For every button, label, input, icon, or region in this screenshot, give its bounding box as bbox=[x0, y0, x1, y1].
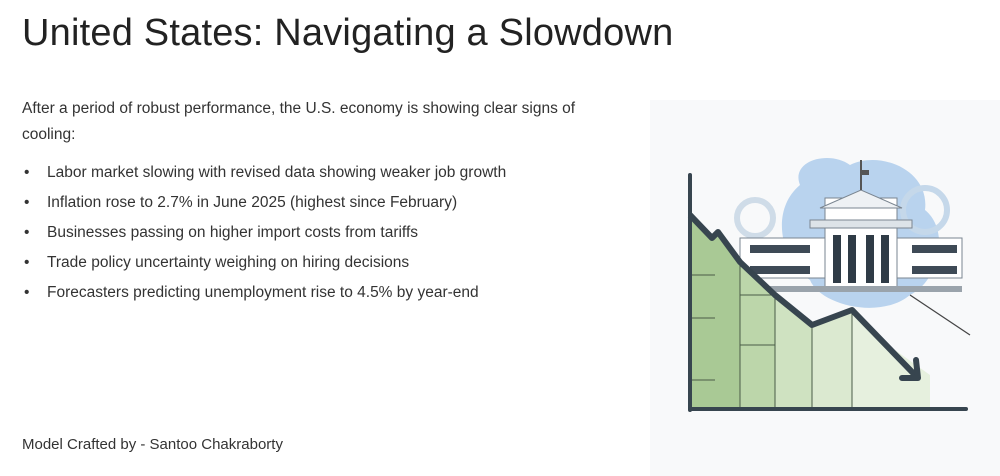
bullet: Businesses passing on higher import cost… bbox=[22, 218, 506, 248]
footer: Model Crafted by - Santoo Chakraborty bbox=[22, 436, 283, 453]
bullet: Trade policy uncertainty weighing on hir… bbox=[22, 248, 506, 278]
building bbox=[739, 160, 971, 336]
bullet-list: Labor market slowing with revised data s… bbox=[22, 158, 506, 308]
bullet: Forecasters predicting unemployment rise… bbox=[22, 278, 506, 308]
gear bbox=[734, 197, 776, 239]
illustration bbox=[650, 100, 1000, 476]
decline-chart bbox=[687, 173, 968, 412]
bullet: Inflation rose to 2.7% in June 2025 (hig… bbox=[22, 188, 506, 218]
title: United States: Navigating a Slowdown bbox=[22, 12, 674, 54]
gear bbox=[900, 185, 950, 235]
bullet: Labor market slowing with revised data s… bbox=[22, 158, 506, 188]
intro: After a period of robust performance, th… bbox=[22, 100, 576, 143]
